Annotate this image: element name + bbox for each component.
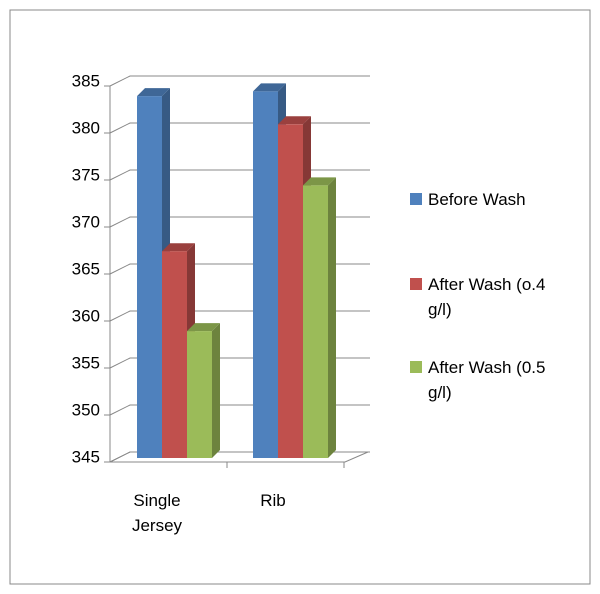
y-tick-label: 380: [72, 118, 100, 137]
bar-top: [187, 323, 220, 332]
y-tick-label: 385: [72, 71, 100, 90]
bar-top: [253, 83, 286, 92]
bar-top: [278, 116, 311, 125]
bar: [162, 251, 187, 458]
bar-side: [212, 323, 220, 458]
x-tick-label: Rib: [260, 491, 286, 510]
bar-side: [328, 177, 336, 458]
x-tick-label: Single Jersey: [131, 491, 183, 535]
grid-line: [109, 75, 370, 87]
bar: [253, 91, 278, 459]
bar-top: [162, 243, 195, 252]
legend-label: Before Wash: [428, 190, 526, 209]
y-tick-label: 350: [72, 400, 100, 419]
bar: [278, 124, 303, 459]
legend-label: After Wash (o.4 g/l): [428, 275, 546, 319]
legend-label: After Wash (0.5 g/l): [428, 358, 546, 402]
legend-swatch: [410, 193, 422, 205]
bar-top: [137, 88, 170, 97]
y-tick-label: 360: [72, 306, 100, 325]
y-tick-label: 375: [72, 165, 100, 184]
y-tick-label: 355: [72, 353, 100, 372]
bar: [303, 185, 328, 458]
bar: [137, 96, 162, 458]
y-tick-label: 370: [72, 212, 100, 231]
bar-top: [303, 177, 336, 186]
y-tick-label: 365: [72, 259, 100, 278]
legend-swatch: [410, 278, 422, 290]
legend-swatch: [410, 361, 422, 373]
y-tick-label: 345: [72, 447, 100, 466]
bar: [187, 331, 212, 458]
